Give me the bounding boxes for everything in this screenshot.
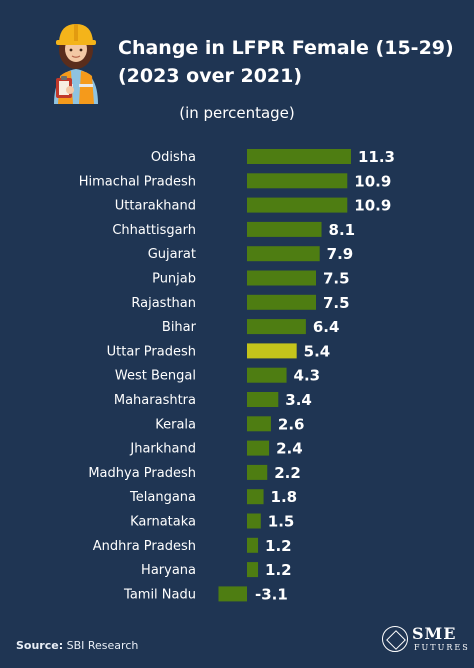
source-text: SBI Research	[66, 639, 139, 652]
value-label: 2.4	[276, 440, 303, 458]
bar-karnataka	[247, 513, 261, 529]
bar-uttar-pradesh	[247, 343, 297, 359]
source-label: Source:	[16, 639, 64, 652]
category-label: Andhra Pradesh	[93, 539, 196, 554]
category-label: Tamil Nadu	[123, 587, 196, 602]
chart-title: Change in LFPR Female (15-29) (2023 over…	[118, 34, 458, 90]
bar-haryana	[247, 562, 259, 578]
category-label: Rajasthan	[131, 296, 196, 311]
logo-tagline: FUTURES	[414, 643, 470, 652]
category-label: Maharashtra	[114, 393, 196, 408]
category-label: Chhattisgarh	[112, 223, 196, 238]
bar-uttarakhand	[247, 197, 348, 213]
source-note: Source: SBI Research	[16, 639, 138, 652]
category-label: Bihar	[162, 320, 197, 335]
bar-tamil-nadu	[218, 586, 247, 602]
value-label: 8.1	[329, 221, 356, 239]
chart-title-line1: Change in LFPR Female (15-29)	[118, 37, 454, 59]
category-label: Haryana	[141, 563, 196, 578]
bar-chart: Odisha 11.3 Himachal Pradesh 10.9 Uttarakhan…	[79, 148, 395, 603]
value-label: 1.2	[265, 537, 292, 555]
category-label: Punjab	[152, 272, 196, 287]
value-label: 7.5	[323, 270, 350, 288]
category-label: Himachal Pradesh	[79, 174, 196, 189]
bar-jharkhand	[247, 440, 270, 456]
bar-west-bengal	[247, 367, 287, 383]
category-label: Odisha	[151, 150, 196, 165]
value-label: 7.5	[323, 294, 350, 312]
category-label: Madhya Pradesh	[88, 466, 196, 481]
category-label: Karnataka	[130, 515, 196, 530]
bar-andhra-pradesh	[247, 537, 259, 553]
logo-emblem-icon	[382, 626, 408, 652]
category-label: Uttarakhand	[115, 199, 196, 214]
category-label: Kerala	[155, 417, 196, 432]
value-label: -3.1	[255, 585, 288, 603]
female-worker-icon	[54, 24, 98, 104]
chart-header: Change in LFPR Female (15-29) (2023 over…	[0, 0, 474, 140]
category-label: Uttar Pradesh	[107, 344, 196, 359]
bar-kerala	[247, 416, 271, 432]
value-label: 10.9	[354, 172, 391, 190]
value-label: 7.9	[327, 245, 354, 263]
bar-gujarat	[247, 246, 320, 262]
chart-unit-label: (in percentage)	[179, 104, 295, 122]
bar-himachal-pradesh	[247, 173, 348, 189]
value-label: 5.4	[304, 342, 331, 360]
bar-punjab	[247, 270, 316, 286]
value-label: 2.6	[278, 415, 305, 433]
bar-chhattisgarh	[247, 221, 322, 237]
bar-madhya-pradesh	[247, 464, 268, 480]
value-label: 4.3	[294, 367, 321, 385]
value-label: 10.9	[354, 197, 391, 215]
category-label: West Bengal	[115, 369, 196, 384]
chart-title-line2: (2023 over 2021)	[118, 65, 303, 87]
category-label: Gujarat	[148, 247, 196, 262]
value-label: 3.4	[285, 391, 312, 409]
bar-telangana	[247, 489, 264, 505]
sme-futures-logo: SME FUTURES	[382, 622, 468, 660]
value-label: 2.2	[274, 464, 301, 482]
bar-bihar	[247, 319, 306, 335]
category-label: Telangana	[129, 490, 196, 505]
logo-wordmark: SME	[412, 624, 457, 643]
bar-odisha	[247, 149, 351, 164]
value-label: 1.5	[268, 513, 295, 531]
category-label: Jharkhand	[129, 442, 196, 457]
bar-maharashtra	[247, 392, 279, 407]
value-label: 6.4	[313, 318, 340, 336]
value-label: 11.3	[358, 148, 395, 166]
value-label: 1.2	[265, 561, 292, 579]
value-label: 1.8	[271, 488, 298, 506]
bar-rajasthan	[247, 294, 316, 310]
